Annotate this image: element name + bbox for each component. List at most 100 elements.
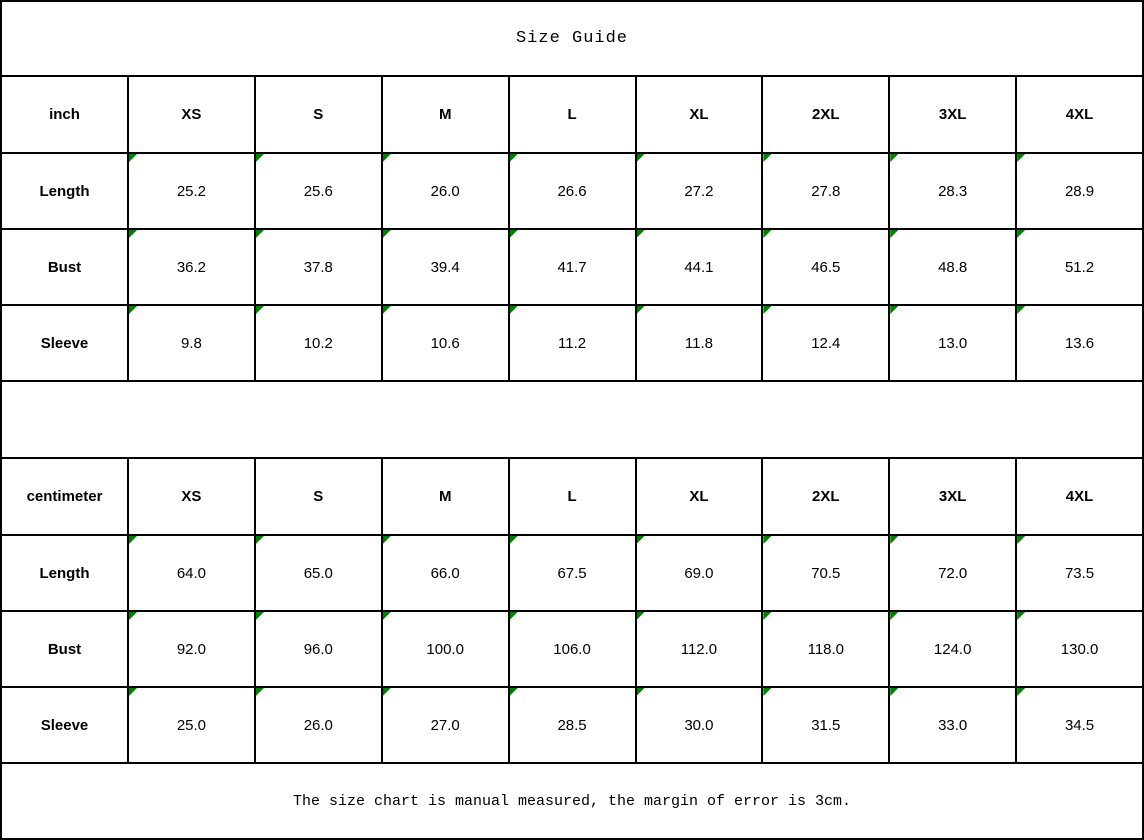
size-value-cell: 69.0 bbox=[634, 534, 764, 612]
size-value: 130.0 bbox=[1060, 640, 1099, 658]
green-corner-flag-icon bbox=[256, 231, 264, 238]
inch-sleeve-row: Sleeve 9.8 10.2 10.6 11.2 11.8 12.4 13.0… bbox=[0, 304, 1144, 382]
green-corner-flag-icon bbox=[637, 307, 645, 314]
green-corner-flag-icon bbox=[256, 537, 264, 544]
green-corner-flag-icon bbox=[891, 155, 899, 162]
size-value-cell: 96.0 bbox=[253, 610, 383, 688]
size-value-cell: 37.8 bbox=[253, 228, 383, 306]
unit-header-inch: inch bbox=[0, 75, 129, 154]
size-value: 34.5 bbox=[1064, 716, 1095, 734]
size-value: 28.5 bbox=[557, 716, 587, 734]
size-value: 25.0 bbox=[176, 716, 207, 734]
green-corner-flag-icon bbox=[637, 537, 645, 544]
green-corner-flag-icon bbox=[891, 613, 899, 620]
size-value-cell: 27.2 bbox=[634, 152, 764, 230]
green-corner-flag-icon bbox=[510, 155, 518, 162]
green-corner-flag-icon bbox=[891, 307, 899, 314]
size-value: 26.0 bbox=[430, 182, 460, 200]
size-value-cell: 28.9 bbox=[1015, 152, 1144, 230]
size-value: 96.0 bbox=[303, 640, 333, 658]
footer-note: The size chart is manual measured, the m… bbox=[0, 762, 1144, 840]
size-value-cell: 27.0 bbox=[380, 686, 510, 764]
size-header-2xl: 2XL bbox=[761, 457, 891, 536]
size-value: 44.1 bbox=[684, 258, 714, 276]
green-corner-flag-icon bbox=[383, 537, 391, 544]
size-value: 64.0 bbox=[176, 564, 207, 582]
green-corner-flag-icon bbox=[129, 155, 137, 162]
unit-header-centimeter: centimeter bbox=[0, 457, 129, 536]
inch-length-row: Length 25.2 25.6 26.0 26.6 27.2 27.8 28.… bbox=[0, 152, 1144, 230]
green-corner-flag-icon bbox=[637, 155, 645, 162]
size-value-cell: 39.4 bbox=[380, 228, 510, 306]
green-corner-flag-icon bbox=[383, 613, 391, 620]
footer-row: The size chart is manual measured, the m… bbox=[0, 762, 1144, 840]
size-value: 33.0 bbox=[938, 716, 968, 734]
size-value-cell: 73.5 bbox=[1015, 534, 1144, 612]
green-corner-flag-icon bbox=[764, 689, 772, 696]
size-value-cell: 51.2 bbox=[1015, 228, 1144, 306]
measure-label-length: Length bbox=[0, 534, 129, 612]
green-corner-flag-icon bbox=[764, 231, 772, 238]
size-value-cell: 92.0 bbox=[127, 610, 256, 688]
size-value-cell: 26.0 bbox=[380, 152, 510, 230]
green-corner-flag-icon bbox=[1018, 307, 1026, 314]
measure-label-bust: Bust bbox=[0, 228, 129, 306]
green-corner-flag-icon bbox=[1018, 689, 1026, 696]
size-header-2xl: 2XL bbox=[761, 75, 891, 154]
size-value-cell: 36.2 bbox=[127, 228, 256, 306]
size-header-l: L bbox=[507, 75, 637, 154]
size-value: 26.6 bbox=[557, 182, 587, 200]
size-value-cell: 100.0 bbox=[380, 610, 510, 688]
size-value: 11.8 bbox=[684, 334, 713, 352]
size-header-m: M bbox=[380, 75, 510, 154]
size-header-4xl: 4XL bbox=[1015, 457, 1144, 536]
size-value-cell: 41.7 bbox=[507, 228, 637, 306]
size-header-3xl: 3XL bbox=[888, 75, 1018, 154]
size-value: 70.5 bbox=[811, 564, 841, 582]
size-value-cell: 124.0 bbox=[888, 610, 1018, 688]
size-value: 73.5 bbox=[1064, 564, 1095, 582]
green-corner-flag-icon bbox=[510, 307, 518, 314]
green-corner-flag-icon bbox=[383, 307, 391, 314]
size-value: 72.0 bbox=[938, 564, 968, 582]
size-value-cell: 106.0 bbox=[507, 610, 637, 688]
size-value-cell: 28.5 bbox=[507, 686, 637, 764]
size-value: 112.0 bbox=[680, 640, 718, 658]
size-value-cell: 25.2 bbox=[127, 152, 256, 230]
size-value: 10.2 bbox=[303, 334, 333, 352]
green-corner-flag-icon bbox=[383, 155, 391, 162]
green-corner-flag-icon bbox=[129, 307, 137, 314]
size-value: 25.2 bbox=[176, 182, 207, 200]
size-value-cell: 28.3 bbox=[888, 152, 1018, 230]
green-corner-flag-icon bbox=[256, 307, 264, 314]
green-corner-flag-icon bbox=[891, 689, 899, 696]
green-corner-flag-icon bbox=[383, 689, 391, 696]
measure-label-sleeve: Sleeve bbox=[0, 686, 129, 764]
size-value: 25.6 bbox=[303, 182, 333, 200]
size-value-cell: 65.0 bbox=[253, 534, 383, 612]
green-corner-flag-icon bbox=[256, 155, 264, 162]
size-value-cell: 27.8 bbox=[761, 152, 891, 230]
size-value: 100.0 bbox=[426, 640, 464, 658]
size-header-s: S bbox=[253, 75, 383, 154]
size-value-cell: 72.0 bbox=[888, 534, 1018, 612]
size-value: 118.0 bbox=[807, 640, 845, 658]
centimeter-length-row: Length 64.0 65.0 66.0 67.5 69.0 70.5 72.… bbox=[0, 534, 1144, 612]
size-value: 106.0 bbox=[553, 640, 591, 658]
green-corner-flag-icon bbox=[129, 613, 137, 620]
size-value: 69.0 bbox=[684, 564, 714, 582]
size-value-cell: 11.2 bbox=[507, 304, 637, 382]
size-value-cell: 12.4 bbox=[761, 304, 891, 382]
green-corner-flag-icon bbox=[383, 231, 391, 238]
size-value-cell: 10.6 bbox=[380, 304, 510, 382]
size-value: 92.0 bbox=[176, 640, 207, 658]
green-corner-flag-icon bbox=[637, 231, 645, 238]
size-value: 39.4 bbox=[430, 258, 460, 276]
centimeter-header-row: centimeter XS S M L XL 2XL 3XL 4XL bbox=[0, 457, 1144, 536]
size-header-xl: XL bbox=[634, 457, 764, 536]
measure-label-bust: Bust bbox=[0, 610, 129, 688]
size-value: 124.0 bbox=[933, 640, 972, 658]
green-corner-flag-icon bbox=[129, 537, 137, 544]
green-corner-flag-icon bbox=[764, 613, 772, 620]
